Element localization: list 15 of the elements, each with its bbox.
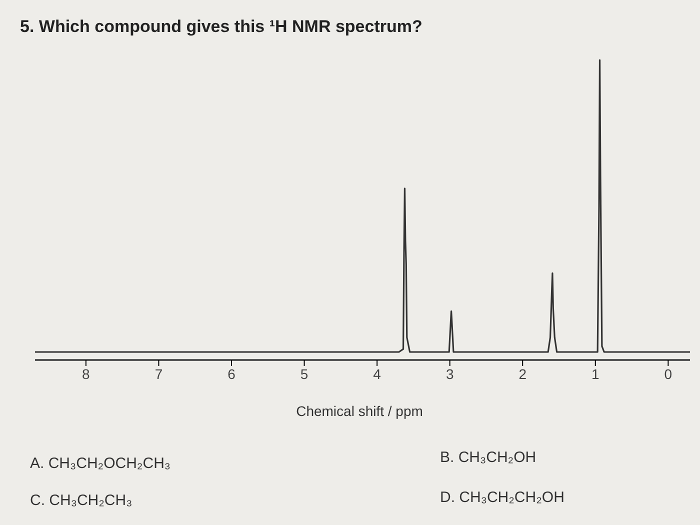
x-axis-title: Chemical shift / ppm — [296, 403, 423, 419]
x-tick-label: 7 — [154, 366, 163, 382]
x-tick-label: 5 — [300, 366, 308, 382]
chart-title: 5. Which compound gives this ¹H NMR spectrum? — [20, 17, 422, 36]
x-tick-label: 1 — [591, 366, 600, 382]
x-tick-label: 2 — [518, 366, 527, 382]
x-tick-label: 0 — [664, 366, 672, 382]
text: A. CH₃CH₂OCH₂CH₃ — [30, 455, 171, 472]
text: B. CH₃CH₂OH — [440, 449, 536, 466]
x-tick-label: 4 — [373, 366, 382, 382]
x-tick-label: 6 — [228, 366, 236, 382]
x-tick-label: 3 — [446, 366, 454, 382]
x-tick-label: 8 — [82, 366, 90, 382]
text: D. CH₃CH₂CH₂OH — [440, 489, 564, 506]
text: C. CH₃CH₂CH₃ — [30, 492, 132, 509]
